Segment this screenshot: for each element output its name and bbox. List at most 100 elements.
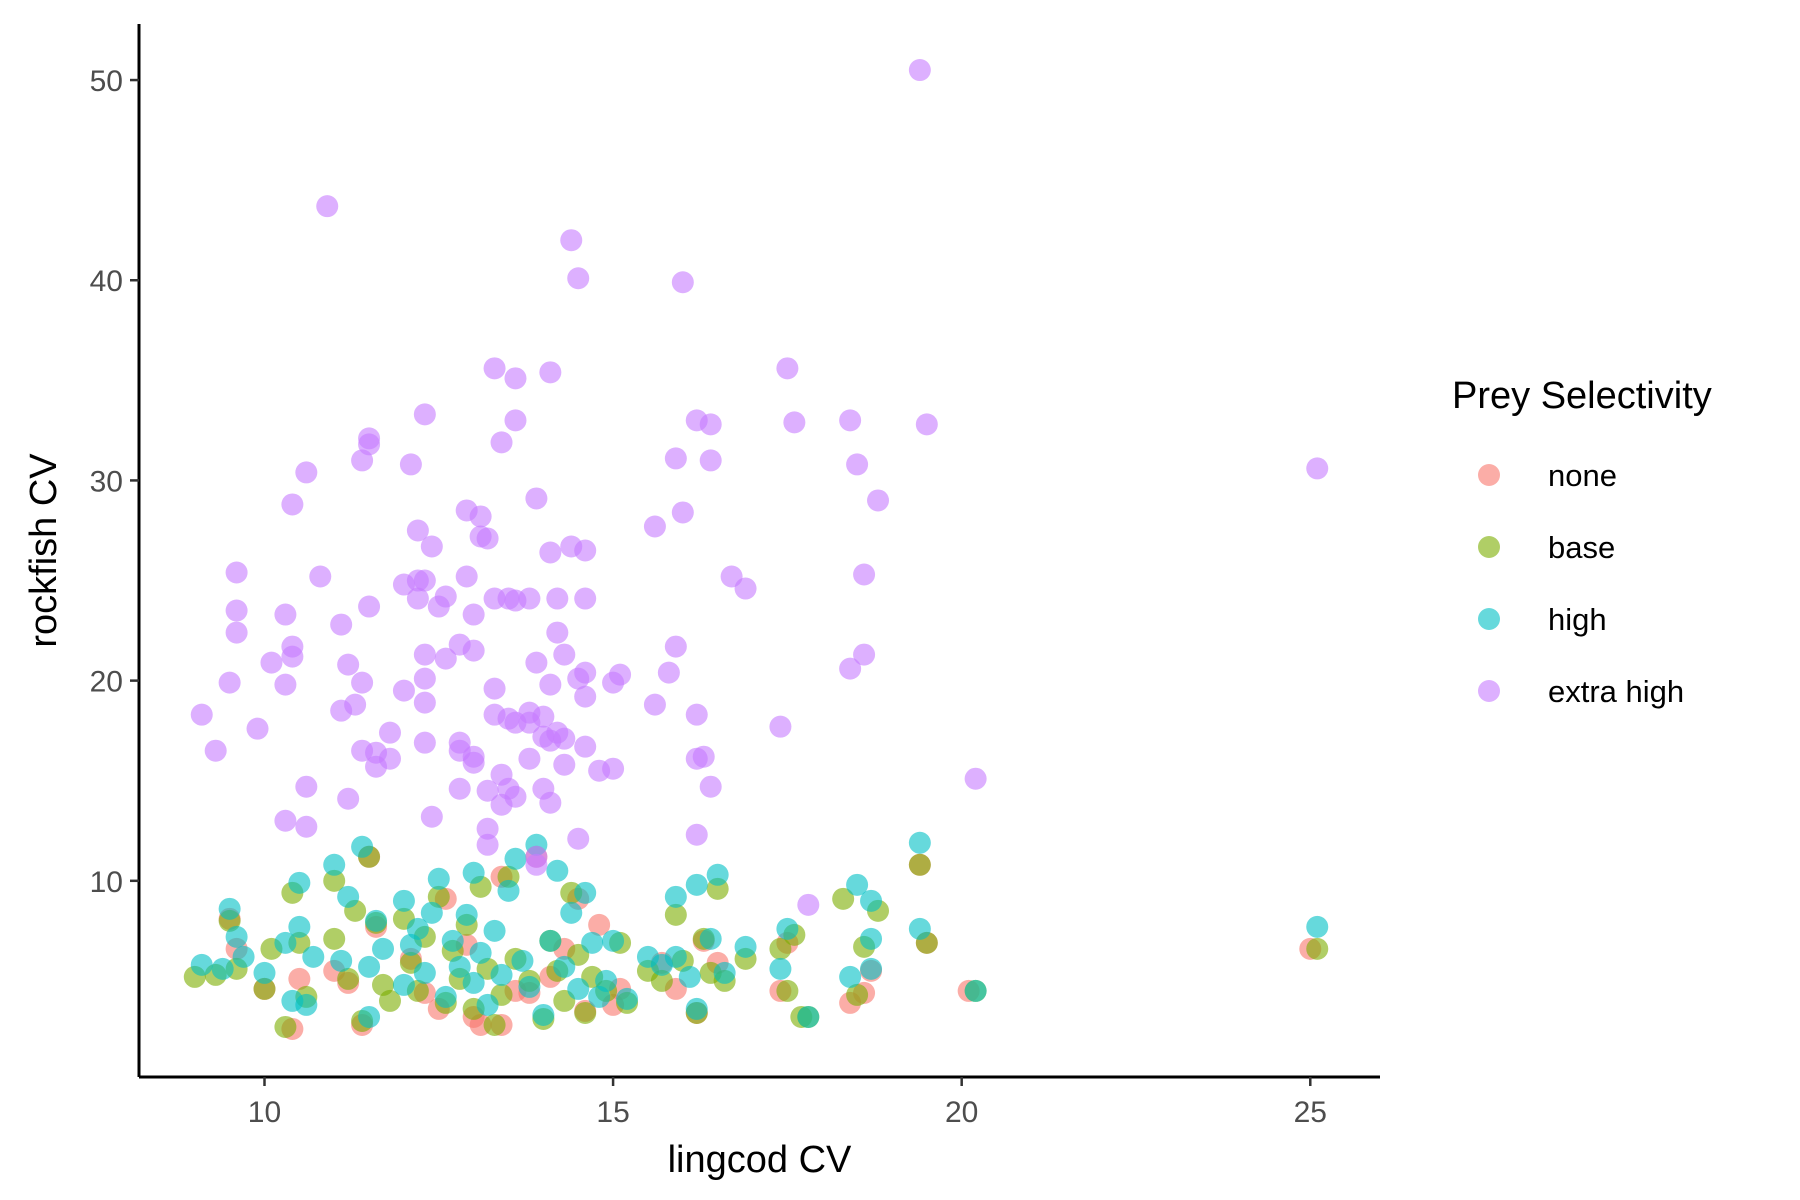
data-point-extra-high [609,663,632,686]
data-point-extra-high [330,613,353,636]
x-tick-label: 25 [1294,1096,1327,1129]
data-point-high [846,873,869,896]
data-point-extra-high [671,501,694,524]
data-point-high [295,993,318,1016]
data-point-extra-high [685,703,708,726]
data-point-high [483,919,506,942]
data-point-high [288,915,311,938]
data-point-high [839,965,862,988]
data-point-extra-high [546,587,569,610]
data-point-high [490,963,513,986]
data-point-high [908,917,931,940]
data-point-extra-high [490,431,513,454]
data-point-high [797,1005,820,1028]
y-tick-label: 40 [90,265,123,298]
data-point-high [351,835,374,858]
data-point-high [678,965,701,988]
data-point-high [497,879,520,902]
data-point-high [734,935,757,958]
data-point-high [699,927,722,950]
data-point-extra-high [560,229,583,252]
data-point-extra-high [776,357,799,380]
data-point-extra-high [1306,457,1329,480]
data-point-extra-high [867,489,890,512]
data-point-high [441,929,464,952]
data-point-extra-high [553,643,576,666]
data-point-high [964,979,987,1002]
data-point-extra-high [574,685,597,708]
data-point-extra-high [281,493,304,516]
data-point-base [776,979,799,1002]
data-point-extra-high [420,535,443,558]
data-point-extra-high [448,777,471,800]
data-point-extra-high [504,409,527,432]
data-point-high [602,929,625,952]
data-point-base [664,903,687,926]
data-point-high [190,953,213,976]
data-point-extra-high [295,775,318,798]
data-point-extra-high [734,577,757,600]
legend-label-extra-high: extra high [1548,674,1684,709]
data-point-extra-high [553,753,576,776]
data-point-extra-high [378,747,401,770]
data-point-extra-high [539,673,562,696]
data-point-extra-high [671,271,694,294]
data-point-base [846,983,869,1006]
data-point-high [518,975,541,998]
data-point-extra-high [295,815,318,838]
data-point-high [323,853,346,876]
data-point-high [532,1003,555,1026]
data-point-base [650,969,673,992]
data-point-high [462,971,485,994]
data-point-extra-high [225,621,248,644]
data-point-high [776,917,799,940]
data-point-high [860,889,883,912]
data-point-extra-high [190,703,213,726]
y-tick-label: 10 [90,866,123,899]
data-point-high [302,945,325,968]
data-point-high [372,937,395,960]
data-point-base [832,887,855,910]
data-point-high [455,903,478,926]
data-point-extra-high [204,739,227,762]
data-point-extra-high [406,587,429,610]
data-point-high [469,941,492,964]
data-point-base [337,967,360,990]
data-point-extra-high [518,587,541,610]
data-point-extra-high [699,449,722,472]
data-point-extra-high [643,515,666,538]
data-point-extra-high [574,661,597,684]
x-axis-title: lingcod CV [668,1139,852,1181]
data-point-extra-high [553,727,576,750]
data-point-high [546,859,569,882]
legend: Prey Selectivity none base high extra high [1452,375,1712,709]
data-point-none [288,967,311,990]
y-axis-title: rockfish CV [23,453,65,648]
data-point-high [706,863,729,886]
data-point-extra-high [657,661,680,684]
data-point-extra-high [462,639,485,662]
data-point-extra-high [839,409,862,432]
data-point-high [232,945,255,968]
data-point-high [337,885,360,908]
data-point-high [560,901,583,924]
data-point-base [323,927,346,950]
data-point-extra-high [692,745,715,768]
data-point-extra-high [225,561,248,584]
legend-label-base: base [1548,530,1615,565]
data-point-extra-high [964,767,987,790]
data-point-extra-high [246,717,269,740]
legend-key-high [1478,608,1500,630]
data-point-extra-high [846,453,869,476]
data-point-extra-high [392,679,415,702]
y-tick-label: 20 [90,666,123,699]
data-point-high [860,957,883,980]
data-point-high [581,931,604,954]
data-point-extra-high [574,539,597,562]
data-point-high [567,977,590,1000]
data-point-extra-high [218,671,241,694]
data-point-extra-high [413,667,436,690]
data-point-extra-high [525,487,548,510]
data-point-extra-high [539,361,562,384]
